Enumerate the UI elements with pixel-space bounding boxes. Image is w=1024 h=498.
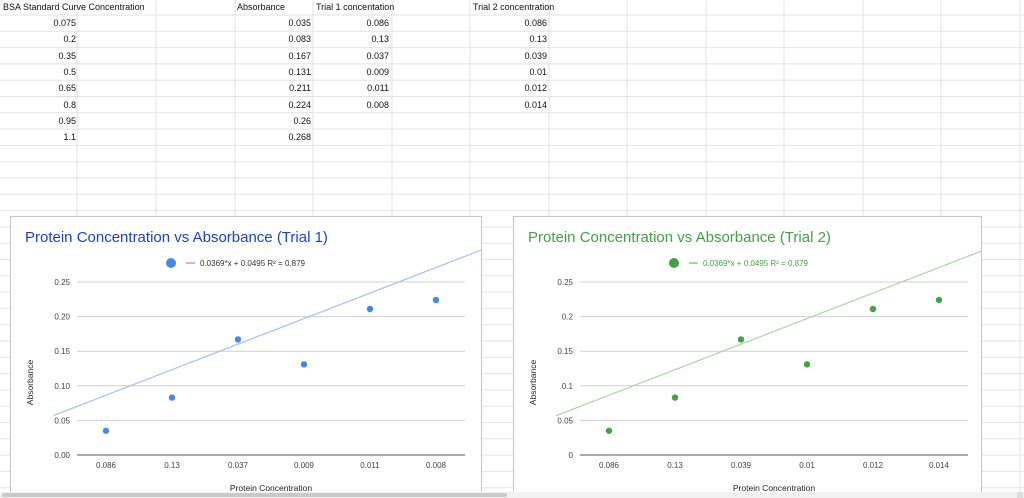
legend-label: 0.0369*x + 0.0495 R² = 0.879 (703, 258, 808, 268)
x-tick-label: 0.13 (667, 461, 683, 470)
x-tick-label: 0.13 (164, 461, 180, 470)
absorbance-cell[interactable]: 0.131 (288, 66, 311, 77)
absorbance-cell[interactable]: 0.211 (289, 83, 311, 94)
chart-plot: 0.00 0.05 0.10 0.15 0.20 0.25 0.086 0.13 0.037 0.… (25, 249, 481, 493)
absorbance-cell[interactable]: 0.083 (288, 34, 311, 45)
trial2-cell[interactable]: 0.014 (524, 99, 547, 110)
scrollbar-thumb[interactable] (2, 493, 507, 497)
data-point (935, 296, 943, 304)
y-tick-label: 0.10 (54, 382, 70, 391)
y-tick-label: 0.25 (557, 278, 573, 287)
data-point (737, 336, 745, 343)
y-tick-label: 0 (569, 451, 574, 460)
data-point (671, 394, 679, 401)
horizontal-scrollbar[interactable] (0, 492, 1024, 498)
header-bsa[interactable]: BSA Standard Curve Concentration (3, 2, 145, 12)
absorbance-cell[interactable]: 0.167 (288, 50, 311, 61)
bsa-cell[interactable]: 1.1 (63, 132, 76, 143)
x-tick-label: 0.008 (426, 461, 447, 470)
trial2-cell[interactable]: 0.01 (529, 66, 547, 77)
bsa-cell[interactable]: 0.8 (63, 99, 76, 110)
header-absorbance[interactable]: Absorbance (237, 2, 286, 12)
absorbance-cell[interactable]: 0.224 (288, 99, 311, 110)
header-trial1[interactable]: Trial 1 concentation (316, 2, 395, 12)
chart-title: Protein Concentration vs Absorbance (Tri… (528, 229, 831, 246)
data-point (102, 427, 110, 434)
data-point (300, 361, 308, 368)
bsa-cell[interactable]: 0.2 (63, 34, 76, 45)
data-point (432, 296, 440, 304)
x-tick-label: 0.037 (228, 461, 249, 470)
bsa-cell[interactable]: 0.35 (58, 50, 76, 61)
header-trial2[interactable]: Trial 2 concentration (473, 2, 555, 12)
bsa-cell[interactable]: 0.65 (58, 83, 76, 94)
trial1-cell[interactable]: 0.008 (366, 99, 389, 110)
y-tick-label: 0.15 (557, 347, 573, 356)
chart-plot: 0 0.05 0.1 0.15 0.2 0.25 0.086 0.13 0.039 0.01 0.0… (528, 250, 981, 493)
trendline (555, 250, 981, 417)
y-tick-label: 0.2 (562, 313, 574, 322)
y-tick-label: 0.05 (54, 416, 70, 425)
trial2-cell[interactable]: 0.012 (524, 83, 547, 94)
chart-legend: 0.0369*x + 0.0495 R² = 0.879 (669, 258, 808, 268)
absorbance-cell[interactable]: 0.035 (288, 18, 311, 28)
y-tick-label: 0.15 (54, 347, 70, 356)
trial1-cell[interactable]: 0.009 (366, 66, 389, 77)
x-tick-label: 0.01 (799, 461, 815, 470)
x-tick-label: 0.009 (294, 461, 315, 470)
trendline (52, 249, 481, 417)
x-axis-title: Protein Concentration (733, 483, 815, 493)
legend-marker (166, 258, 176, 268)
data-point (234, 336, 242, 343)
legend-line (186, 262, 195, 264)
x-tick-label: 0.086 (96, 461, 117, 470)
bsa-cell[interactable]: 0.5 (63, 66, 76, 77)
y-axis-title: Absorbance (25, 360, 35, 406)
data-point (803, 361, 811, 368)
x-axis-title: Protein Concentration (230, 483, 312, 493)
bsa-cell[interactable]: 0.95 (58, 115, 76, 126)
trial2-cell[interactable]: 0.086 (524, 18, 547, 28)
trial2-cell[interactable]: 0.13 (529, 34, 547, 45)
trial1-cell[interactable]: 0.086 (366, 18, 389, 28)
trial1-cell[interactable]: 0.13 (371, 34, 389, 45)
absorbance-cell[interactable]: 0.268 (288, 132, 311, 143)
legend-marker (669, 258, 679, 268)
chart-legend: 0.0369*x + 0.0495 R² = 0.879 (166, 258, 305, 268)
absorbance-cell[interactable]: 0.26 (293, 115, 311, 126)
data-point (869, 305, 877, 313)
data-point (366, 305, 374, 313)
x-tick-label: 0.011 (360, 461, 380, 470)
y-tick-label: 0.05 (557, 416, 573, 425)
bsa-cell[interactable]: 0.075 (53, 18, 76, 28)
chart-trial-1[interactable]: Protein Concentration vs Absorbance (Tri… (10, 216, 482, 494)
chart-trial-2[interactable]: Protein Concentration vs Absorbance (Tri… (513, 216, 982, 494)
x-tick-label: 0.014 (929, 461, 950, 470)
trial1-cell[interactable]: 0.011 (367, 83, 389, 94)
y-tick-label: 0.1 (562, 382, 574, 391)
chart-title: Protein Concentration vs Absorbance (Tri… (25, 229, 328, 246)
y-tick-label: 0.25 (54, 278, 70, 287)
y-axis-title: Absorbance (528, 360, 538, 406)
y-tick-label: 0.00 (54, 451, 70, 460)
legend-line (689, 262, 698, 264)
data-point (168, 394, 176, 401)
trial2-cell[interactable]: 0.039 (524, 50, 547, 61)
sheet-corner (1017, 492, 1023, 498)
data-point (605, 427, 613, 434)
x-tick-label: 0.039 (731, 461, 752, 470)
legend-label: 0.0369*x + 0.0495 R² = 0.879 (200, 258, 305, 268)
x-tick-label: 0.012 (863, 461, 884, 470)
trial1-cell[interactable]: 0.037 (366, 50, 389, 61)
y-tick-label: 0.20 (54, 313, 70, 322)
x-tick-label: 0.086 (599, 461, 620, 470)
